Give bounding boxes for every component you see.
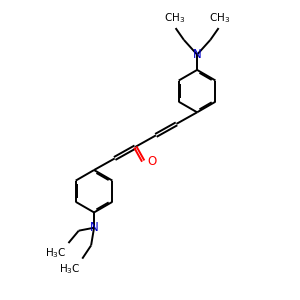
Text: H$_3$C: H$_3$C [59,262,81,276]
Text: O: O [147,154,156,168]
Text: N: N [193,48,202,61]
Text: CH$_3$: CH$_3$ [209,11,231,25]
Text: H$_3$C: H$_3$C [45,247,67,260]
Text: CH$_3$: CH$_3$ [164,11,185,25]
Text: N: N [90,221,98,234]
